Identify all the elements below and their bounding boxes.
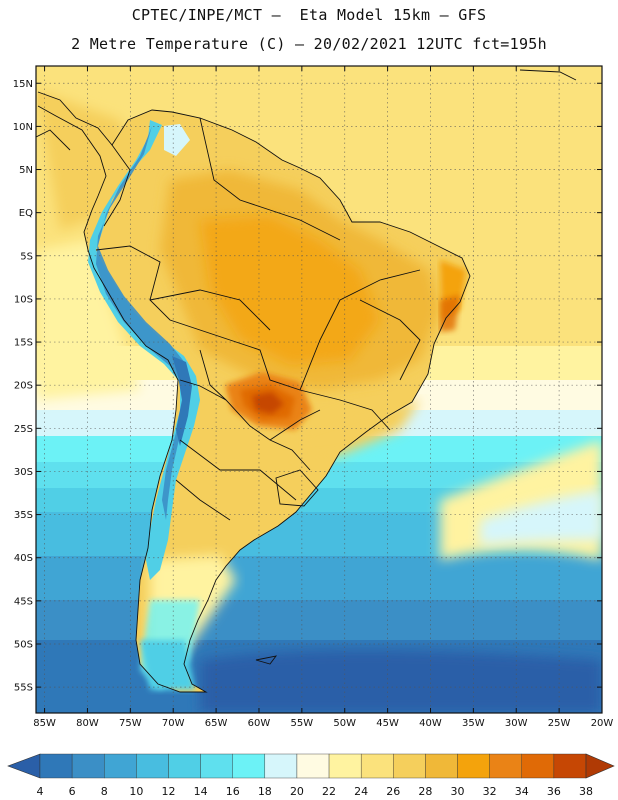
lat-label: 15S (14, 338, 33, 349)
colorbar-label: 20 (290, 785, 304, 798)
lat-label: 40S (14, 553, 33, 564)
lon-label: 45W (376, 718, 399, 729)
lat-label: 25S (14, 424, 33, 435)
lat-label: 35S (14, 510, 33, 521)
lat-label: 30S (14, 467, 33, 478)
colorbar-swatch (425, 753, 458, 779)
colorbar-label: 34 (515, 785, 529, 798)
lat-label: 5S (20, 251, 33, 262)
lon-label: 25W (548, 718, 571, 729)
colorbar-label: 28 (418, 785, 432, 798)
colorbar-label: 36 (547, 785, 561, 798)
colorbar-swatch (264, 753, 298, 779)
colorbar-label: 6 (69, 785, 76, 798)
colorbar-swatch (232, 753, 266, 779)
lon-label: 60W (248, 718, 271, 729)
colorbar-swatch (457, 753, 490, 779)
lat-label: 20S (14, 381, 33, 392)
colorbar-swatch (200, 753, 233, 779)
title-variable: 2 Metre Temperature (C) – 20/02/2021 12U… (71, 35, 547, 53)
colorbar-swatch (168, 753, 201, 779)
temperature-field (36, 66, 602, 713)
lat-label: 50S (14, 639, 33, 650)
colorbar-swatch (553, 753, 587, 779)
colorbar-label: 16 (226, 785, 240, 798)
map-frame (35, 65, 603, 714)
colorbar-swatch (104, 753, 137, 779)
lon-label: 85W (33, 718, 56, 729)
latitude-labels: 15N 10N 5N EQ 5S 10S 15S 20S 25S 30S 35S 40S 45S 50S 5… (13, 79, 33, 694)
lat-label: 5N (19, 165, 33, 176)
colorbar-label: 26 (386, 785, 400, 798)
lon-label: 35W (462, 718, 485, 729)
colorbar-label: 8 (101, 785, 108, 798)
title-model: CPTEC/INPE/MCT – Eta Model 15km – GFS (131, 6, 487, 24)
colorbar-label: 24 (354, 785, 368, 798)
lat-label: 10N (13, 122, 33, 133)
lat-label: 10S (14, 294, 33, 305)
lon-label: 55W (291, 718, 314, 729)
coastlines-borders (36, 69, 577, 693)
colorbar-label: 12 (161, 785, 175, 798)
colorbar-labels: 4 6 8 10 12 14 16 18 20 22 24 26 28 30 32 34 36 38 (37, 785, 594, 798)
longitude-labels: 85W 80W 75W 70W 65W 60W 55W 50W 45W 40W 35W 30W 25W 2… (33, 718, 613, 729)
colorbar-swatch (393, 753, 426, 779)
lat-label: 55S (14, 683, 33, 694)
colorbar-label: 30 (451, 785, 465, 798)
colorbar-label: 18 (258, 785, 272, 798)
lon-label: 30W (505, 718, 528, 729)
colorbar-swatch (71, 753, 105, 779)
colorbar-label: 10 (129, 785, 143, 798)
colorbar-arrow-high (585, 753, 615, 779)
colorbar-label: 4 (37, 785, 44, 798)
colorbar-swatch (39, 753, 73, 779)
colorbar-swatch (489, 753, 522, 779)
colorbar-arrow-low (7, 753, 41, 779)
colorbar (7, 753, 615, 779)
lon-label: 20W (591, 718, 614, 729)
lon-label: 70W (162, 718, 185, 729)
lat-label: 15N (13, 79, 33, 90)
colorbar-label: 38 (579, 785, 593, 798)
lat-label: EQ (19, 208, 33, 219)
colorbar-label: 32 (483, 785, 497, 798)
lon-label: 80W (76, 718, 99, 729)
lon-label: 40W (419, 718, 442, 729)
colorbar-swatch (328, 753, 362, 779)
colorbar-label: 14 (194, 785, 208, 798)
colorbar-swatch (136, 753, 169, 779)
colorbar-swatch (521, 753, 555, 779)
lat-label: 45S (14, 596, 33, 607)
colorbar-swatch (296, 753, 330, 779)
lon-label: 50W (333, 718, 356, 729)
colorbar-swatch (360, 753, 394, 779)
colorbar-label: 22 (322, 785, 336, 798)
lon-label: 75W (119, 718, 142, 729)
lon-label: 65W (205, 718, 228, 729)
